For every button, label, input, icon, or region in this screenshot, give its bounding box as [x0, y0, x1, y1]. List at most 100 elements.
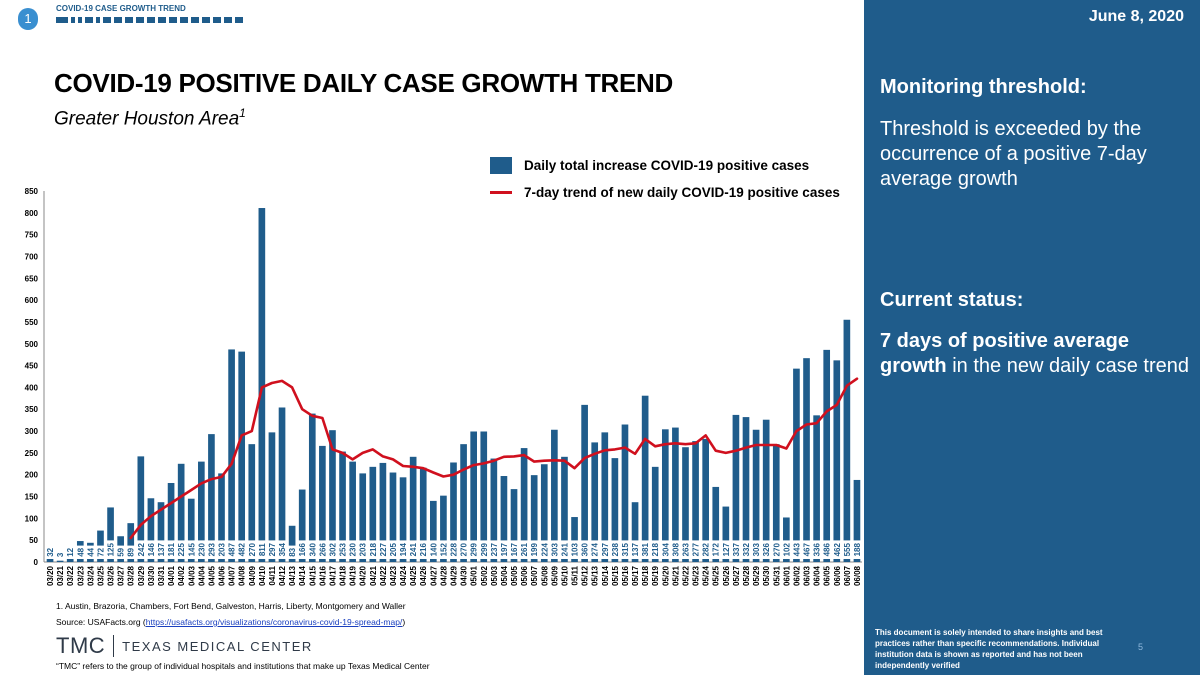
source-link[interactable]: https://usafacts.org/visualizations/coro… — [145, 617, 403, 627]
bar-value-text: 274 — [591, 542, 600, 556]
bar — [399, 477, 407, 562]
y-tick-label: 500 — [25, 340, 39, 349]
bar-value-text: 197 — [500, 542, 509, 556]
bar-value-label-bg — [802, 540, 812, 559]
x-tick-label: 03/23 — [76, 565, 85, 586]
bar-value-label: 59 — [116, 545, 126, 559]
legend-bar-swatch — [490, 157, 512, 174]
source-suffix: ) — [402, 617, 406, 627]
bar-value-label: 238 — [610, 540, 620, 559]
x-tick-label: 04/06 — [218, 565, 227, 586]
bar — [651, 466, 659, 562]
bar-value-label-bg — [600, 540, 610, 559]
bar — [157, 502, 165, 562]
bar-value-text: 326 — [762, 542, 771, 556]
x-tick-label: 05/03 — [490, 565, 499, 586]
bar-value-label-bg — [640, 540, 650, 559]
y-tick-label: 450 — [25, 362, 39, 371]
bar-value-text: 332 — [742, 542, 751, 556]
x-tick-label: 05/06 — [520, 565, 529, 586]
bar — [56, 560, 64, 562]
bar — [369, 466, 377, 562]
x-tick-label: 05/08 — [540, 565, 549, 586]
bar-value-label-bg — [761, 540, 771, 559]
bar-value-label: 167 — [509, 540, 519, 559]
bar-value-text: 230 — [349, 542, 358, 556]
bar-value-label: 218 — [368, 540, 378, 559]
bar-value-label: 811 — [257, 540, 267, 559]
x-tick-label: 05/28 — [742, 565, 751, 586]
bar-value-label-bg — [852, 540, 862, 559]
bar — [823, 349, 831, 562]
footnote-counties: 1. Austin, Brazoria, Chambers, Fort Bend… — [56, 601, 406, 611]
bar-value-label: 274 — [590, 540, 600, 559]
y-tick-label: 100 — [25, 514, 39, 523]
bar-value-label: 230 — [196, 540, 206, 559]
bar-value-text: 166 — [298, 542, 307, 556]
bar-value-text: 216 — [419, 542, 428, 556]
bar-value-label-bg — [580, 540, 590, 559]
y-tick-label: 750 — [25, 231, 39, 240]
bar-value-label-bg — [711, 540, 721, 559]
bar-value-label-bg — [116, 545, 126, 559]
bar-value-label-bg — [670, 540, 680, 559]
bar — [490, 458, 498, 562]
bar — [167, 482, 175, 562]
x-tick-label: 04/17 — [328, 565, 337, 586]
bar-value-label-bg — [186, 540, 196, 559]
chart-legend: Daily total increase COVID-19 positive c… — [490, 152, 840, 206]
bar — [349, 461, 356, 562]
bar-value-label: 360 — [580, 540, 590, 559]
x-tick-label: 06/08 — [853, 565, 862, 586]
bar — [571, 517, 578, 562]
bar-value-label: 482 — [237, 540, 247, 559]
bar-value-label-bg — [781, 540, 791, 559]
bar-value-label-bg — [95, 545, 105, 559]
bar-value-text: 381 — [641, 542, 650, 556]
bar-value-label-bg — [257, 540, 267, 559]
bar-value-label: 336 — [812, 540, 822, 559]
bar-value-label-bg — [842, 540, 852, 559]
bar-value-label: 487 — [227, 540, 237, 559]
bar-value-text: 12 — [66, 547, 75, 556]
x-tick-label: 03/28 — [127, 565, 136, 586]
bar-value-text: 241 — [560, 542, 569, 556]
bar-value-text: 225 — [177, 542, 186, 556]
logo-divider — [113, 635, 115, 657]
y-tick-label: 600 — [25, 296, 39, 305]
bar-value-label: 32 — [45, 545, 55, 559]
bar — [248, 444, 256, 562]
bar — [218, 473, 225, 562]
bar — [843, 319, 851, 562]
legend-item-trend: 7-day trend of new daily COVID-19 positi… — [490, 179, 840, 206]
x-tick-label: 03/31 — [157, 565, 166, 586]
bar-value-label-bg — [126, 545, 136, 559]
bar-value-label: 261 — [519, 540, 529, 559]
bar-value-label-bg — [418, 540, 428, 559]
bar-value-text: 237 — [490, 542, 499, 556]
bar-value-label-bg — [570, 540, 580, 559]
x-tick-label: 04/24 — [399, 565, 408, 586]
bar-value-label-bg — [65, 545, 75, 559]
logo-name: TEXAS MEDICAL CENTER — [122, 638, 313, 654]
bar-value-text: 228 — [450, 542, 459, 556]
bar-value-label-bg — [812, 540, 822, 559]
report-date: June 8, 2020 — [1088, 8, 1184, 25]
bar — [137, 456, 145, 562]
status-heading: Current status: — [880, 289, 1024, 311]
bar-value-label-bg — [771, 540, 781, 559]
y-tick-label: 850 — [25, 187, 39, 196]
bar — [127, 523, 135, 562]
y-tick-label: 150 — [25, 493, 39, 502]
bar-value-text: 467 — [803, 542, 812, 556]
x-tick-label: 05/26 — [722, 565, 731, 586]
bar — [732, 414, 740, 562]
main-panel: 1 COVID-19 CASE GROWTH TREND COVID-19 PO… — [18, 4, 862, 671]
bar-value-label: 270 — [247, 540, 257, 559]
bar — [833, 360, 841, 562]
x-tick-label: 05/16 — [621, 565, 630, 586]
bar-value-label-bg — [549, 540, 559, 559]
x-tick-label: 04/12 — [278, 565, 287, 586]
bar-value-label: 332 — [741, 540, 751, 559]
bar — [329, 430, 336, 562]
